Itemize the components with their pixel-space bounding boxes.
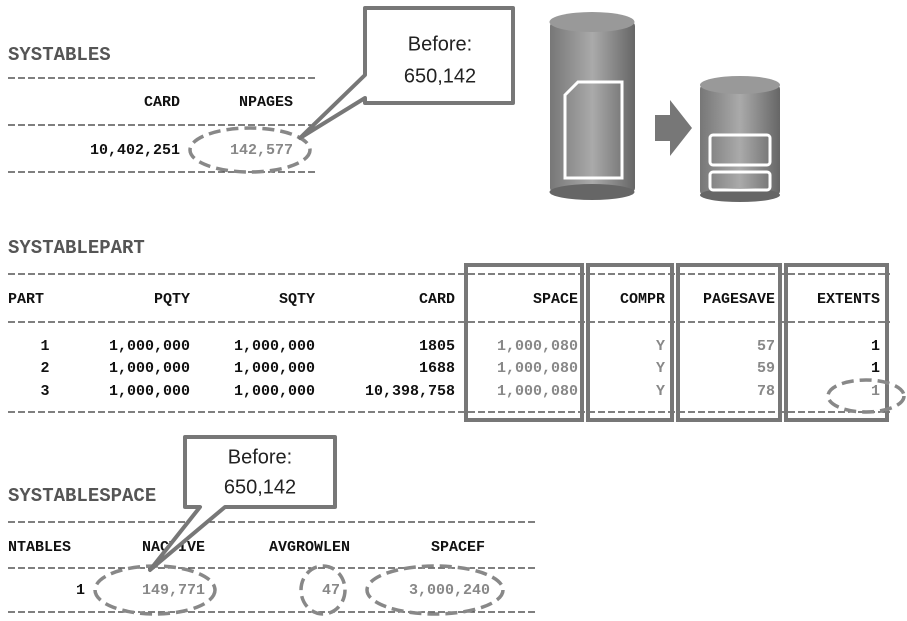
cell: 1,000,000 xyxy=(109,360,190,377)
callout-label: Before: xyxy=(228,446,292,468)
table-title: SYSTABLES xyxy=(8,44,111,66)
cell: 3 xyxy=(40,383,49,400)
column-header: EXTENTS xyxy=(817,291,880,308)
column-header: SQTY xyxy=(279,291,315,308)
column-header: CARD xyxy=(144,94,180,111)
table-title: SYSTABLEPART xyxy=(8,237,145,259)
cell: 1,000,000 xyxy=(234,338,315,355)
cell: 2 xyxy=(40,360,49,377)
column-header: SPACE xyxy=(533,291,578,308)
column-header: CARD xyxy=(419,291,455,308)
cell: Y xyxy=(656,383,665,400)
cell: 1 xyxy=(871,383,880,400)
cell: 1,000,000 xyxy=(109,338,190,355)
column-header: NTABLES xyxy=(8,539,71,556)
cell: 1,000,080 xyxy=(497,360,578,377)
cell: 1 xyxy=(871,338,880,355)
highlight-boxes xyxy=(464,263,889,422)
cell: 1,000,080 xyxy=(497,383,578,400)
cell: 1,000,080 xyxy=(497,338,578,355)
callout-value: 650,142 xyxy=(224,476,296,498)
callout: Before: 650,142 xyxy=(148,435,337,572)
tables: SYSTABLES CARD NPAGES 10,402,251 142,577 SYST… xyxy=(8,44,880,599)
callout-label: Before: xyxy=(408,33,472,55)
cell: 1805 xyxy=(419,338,455,355)
cell: 1 xyxy=(871,360,880,377)
cell: 1,000,000 xyxy=(234,383,315,400)
cell: 142,577 xyxy=(230,142,293,159)
cell: 3,000,240 xyxy=(409,582,490,599)
column-header: SPACEF xyxy=(431,539,485,556)
callout-value: 650,142 xyxy=(404,65,476,87)
cell: 1 xyxy=(40,338,49,355)
cell: 59 xyxy=(757,360,775,377)
column-header: AVGROWLEN xyxy=(269,539,350,556)
cell: 47 xyxy=(322,582,340,599)
cell: Y xyxy=(656,338,665,355)
cell: 10,402,251 xyxy=(90,142,180,159)
cell: 78 xyxy=(757,383,775,400)
separators xyxy=(8,77,890,613)
cell: 1 xyxy=(76,582,85,599)
column-header: NPAGES xyxy=(239,94,293,111)
column-header: PAGESAVE xyxy=(703,291,775,308)
compression-icon xyxy=(549,12,780,202)
callout: Before: 650,142 xyxy=(298,6,515,140)
cell: 1,000,000 xyxy=(234,360,315,377)
cell: Y xyxy=(656,360,665,377)
cell: 57 xyxy=(757,338,775,355)
column-header: PART xyxy=(8,291,44,308)
column-header: COMPR xyxy=(620,291,665,308)
table-title: SYSTABLESPACE xyxy=(8,485,156,507)
cell: 1688 xyxy=(419,360,455,377)
column-header: PQTY xyxy=(154,291,190,308)
cell: 1,000,000 xyxy=(109,383,190,400)
cell: 149,771 xyxy=(142,582,205,599)
cell: 10,398,758 xyxy=(365,383,455,400)
